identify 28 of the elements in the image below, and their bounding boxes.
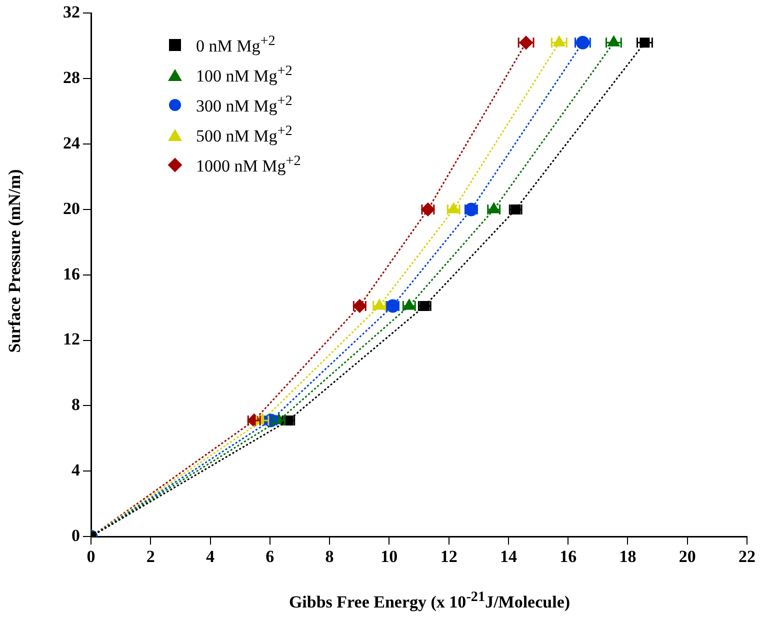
x-tick-label: 14 bbox=[500, 547, 518, 566]
x-axis-title: Gibbs Free Energy (x 10$^{-21}$J/Molecule) bbox=[288, 589, 572, 613]
x-tick-label: 0 bbox=[86, 547, 96, 566]
x-tick-label: 16 bbox=[560, 547, 577, 566]
y-tick-label: 20 bbox=[63, 198, 80, 218]
y-tick-label: 24 bbox=[63, 133, 80, 152]
x-tick-label: 2 bbox=[146, 547, 155, 566]
x-tick-label: 10 bbox=[380, 547, 398, 566]
y-tick-label: 32 bbox=[63, 2, 80, 22]
x-tick-label: 12 bbox=[440, 547, 458, 566]
y-tick-label: 12 bbox=[63, 330, 80, 349]
y-tick-label: 0 bbox=[72, 526, 80, 545]
x-tick-label: 22 bbox=[738, 547, 756, 566]
x-tick-label: 8 bbox=[325, 547, 334, 566]
y-tick-label: 16 bbox=[63, 264, 80, 284]
legend-label: 1000 nM Mg$^{+2}$ bbox=[196, 153, 301, 177]
x-tick-label: 6 bbox=[266, 547, 274, 566]
legend-label: 300 nM Mg$^{+2}$ bbox=[196, 93, 292, 117]
y-tick-label: 28 bbox=[63, 68, 80, 88]
x-tick-label: 20 bbox=[678, 547, 696, 566]
y-tick-label: 8 bbox=[72, 395, 80, 414]
legend-label: 500 nM Mg$^{+2}$ bbox=[196, 123, 292, 147]
x-tick-label: 4 bbox=[206, 547, 216, 566]
x-tick-label: 18 bbox=[619, 547, 636, 566]
y-tick-label: 4 bbox=[72, 460, 80, 480]
legend-label: 0 nM Mg$^{+2}$ bbox=[196, 33, 276, 57]
legend-label: 100 nM Mg$^{+2}$ bbox=[196, 63, 292, 87]
y-axis-title: Surface Pressure (mN/m) bbox=[5, 168, 25, 352]
